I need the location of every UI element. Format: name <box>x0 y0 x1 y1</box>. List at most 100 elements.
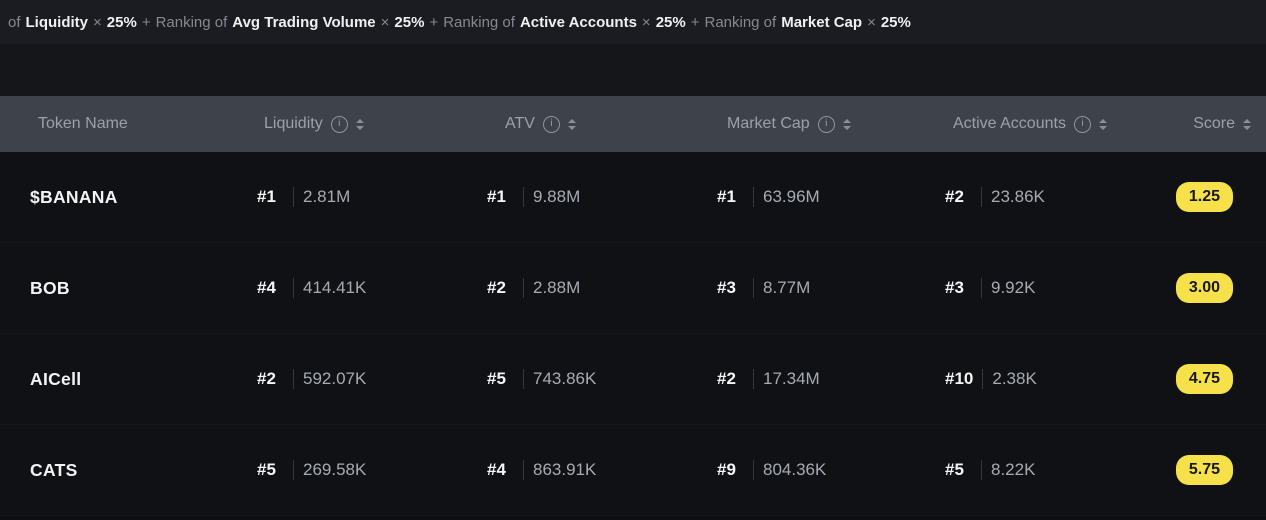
atv-rank: #4 <box>487 460 506 479</box>
active_accounts-value: 2.38K <box>992 369 1037 388</box>
formula-segment: Liquidity <box>25 13 89 31</box>
table-row[interactable]: BOB #4 414.41K #2 2.88M #3 8.77M #3 9.92K 3.00 <box>0 243 1266 334</box>
rank-value-divider <box>753 460 754 480</box>
column-header-token: Token Name <box>0 115 227 133</box>
rank-value-divider <box>981 460 982 480</box>
formula-segment: + <box>429 13 439 31</box>
active_accounts-cell: #5 8.22K <box>915 460 1150 480</box>
atv-value: 2.88M <box>533 278 581 297</box>
column-header-label: ATV <box>505 115 535 132</box>
liquidity-value: 592.07K <box>303 369 367 388</box>
market_cap-value: 804.36K <box>763 460 827 479</box>
market_cap-cell: #9 804.36K <box>687 460 915 480</box>
formula-segment: 25% <box>655 13 686 31</box>
scoring-formula-bar: of Liquidity × 25% + Ranking of Avg Trading Vo… <box>0 0 1266 44</box>
market_cap-rank: #2 <box>717 369 736 388</box>
market_cap-cell: #2 17.34M <box>687 369 915 389</box>
formula-segment: + <box>141 13 151 31</box>
rank-value-divider <box>753 278 754 298</box>
column-header-atv[interactable]: ATV i <box>457 115 687 133</box>
rank-value-divider <box>982 369 984 389</box>
score-cell: 1.25 <box>1150 182 1266 212</box>
panel-gap-strip <box>0 44 1266 96</box>
column-header-label: Score <box>1193 115 1235 132</box>
token-name-cell: AICell <box>0 369 227 390</box>
formula-segment: 25% <box>106 13 137 31</box>
formula-segment: + <box>690 13 700 31</box>
liquidity-rank: #2 <box>257 369 276 388</box>
sort-icon <box>1098 118 1107 130</box>
market_cap-rank: #1 <box>717 187 736 206</box>
atv-value: 863.91K <box>533 460 597 479</box>
active_accounts-cell: #10 2.38K <box>915 369 1150 389</box>
token-table: Token Name Liquidity i ATV i Market Cap i Activ… <box>0 96 1266 516</box>
token-name-cell: $BANANA <box>0 187 227 208</box>
column-header-label: Liquidity <box>264 115 323 132</box>
active_accounts-rank: #3 <box>945 278 964 297</box>
atv-value: 9.88M <box>533 187 581 206</box>
rank-value-divider <box>293 187 294 207</box>
formula-segment: Ranking of <box>443 13 515 31</box>
table-row[interactable]: CATS #5 269.58K #4 863.91K #9 804.36K #5 8.22K 5.… <box>0 425 1266 516</box>
active_accounts-cell: #2 23.86K <box>915 187 1150 207</box>
market_cap-value: 8.77M <box>763 278 811 297</box>
liquidity-value: 269.58K <box>303 460 367 479</box>
formula-segment: × <box>641 13 651 31</box>
rank-value-divider <box>753 187 754 207</box>
info-icon[interactable]: i <box>1073 115 1091 133</box>
sort-icon <box>842 118 851 130</box>
rank-value-divider <box>293 278 294 298</box>
score-badge: 5.75 <box>1175 455 1233 485</box>
score-cell: 3.00 <box>1150 273 1266 303</box>
liquidity-rank: #5 <box>257 460 276 479</box>
token-name: $BANANA <box>30 186 118 207</box>
formula-segment: Market Cap <box>781 13 863 31</box>
column-header-label: Market Cap <box>727 115 810 132</box>
atv-cell: #4 863.91K <box>457 460 687 480</box>
liquidity-value: 2.81M <box>303 187 351 206</box>
market_cap-cell: #3 8.77M <box>687 278 915 298</box>
rank-value-divider <box>523 460 524 480</box>
formula-segment: Ranking of <box>155 13 228 31</box>
token-name-cell: CATS <box>0 460 227 481</box>
atv-rank: #2 <box>487 278 506 297</box>
formula-segment: Active Accounts <box>519 13 637 31</box>
column-header-score[interactable]: Score <box>1150 115 1266 133</box>
liquidity-value: 414.41K <box>303 278 367 297</box>
table-row[interactable]: AICell #2 592.07K #5 743.86K #2 17.34M #10 2.38K… <box>0 334 1266 425</box>
rank-value-divider <box>981 278 982 298</box>
rank-value-divider <box>523 187 524 207</box>
formula-segment: × <box>93 13 102 31</box>
active_accounts-value: 23.86K <box>991 187 1045 206</box>
rank-value-divider <box>523 278 524 298</box>
formula-segment: × <box>867 13 876 31</box>
rank-value-divider <box>293 460 294 480</box>
liquidity-rank: #4 <box>257 278 276 297</box>
token-name: AICell <box>30 368 82 389</box>
score-cell: 4.75 <box>1150 364 1266 394</box>
table-row[interactable]: $BANANA #1 2.81M #1 9.88M #1 63.96M #2 23.86K 1.2… <box>0 152 1266 243</box>
column-header-active_accounts[interactable]: Active Accounts i <box>915 115 1150 133</box>
market_cap-value: 63.96M <box>763 187 820 206</box>
active_accounts-value: 9.92K <box>991 278 1036 297</box>
column-header-liquidity[interactable]: Liquidity i <box>227 115 457 133</box>
active_accounts-rank: #5 <box>945 460 964 479</box>
rank-value-divider <box>293 369 294 389</box>
info-icon[interactable]: i <box>542 115 560 133</box>
atv-rank: #5 <box>487 369 506 388</box>
active_accounts-rank: #2 <box>945 187 964 206</box>
liquidity-cell: #5 269.58K <box>227 460 457 480</box>
token-name: CATS <box>30 459 78 480</box>
table-header-row: Token Name Liquidity i ATV i Market Cap i Activ… <box>0 96 1266 152</box>
info-icon[interactable]: i <box>330 115 348 133</box>
active_accounts-rank: #10 <box>945 369 974 388</box>
column-header-market_cap[interactable]: Market Cap i <box>687 115 915 133</box>
liquidity-cell: #4 414.41K <box>227 278 457 298</box>
rank-value-divider <box>981 187 982 207</box>
score-badge: 3.00 <box>1175 273 1233 303</box>
token-name: BOB <box>30 277 70 298</box>
info-icon[interactable]: i <box>817 115 835 133</box>
rank-value-divider <box>753 369 754 389</box>
liquidity-cell: #1 2.81M <box>227 187 457 207</box>
